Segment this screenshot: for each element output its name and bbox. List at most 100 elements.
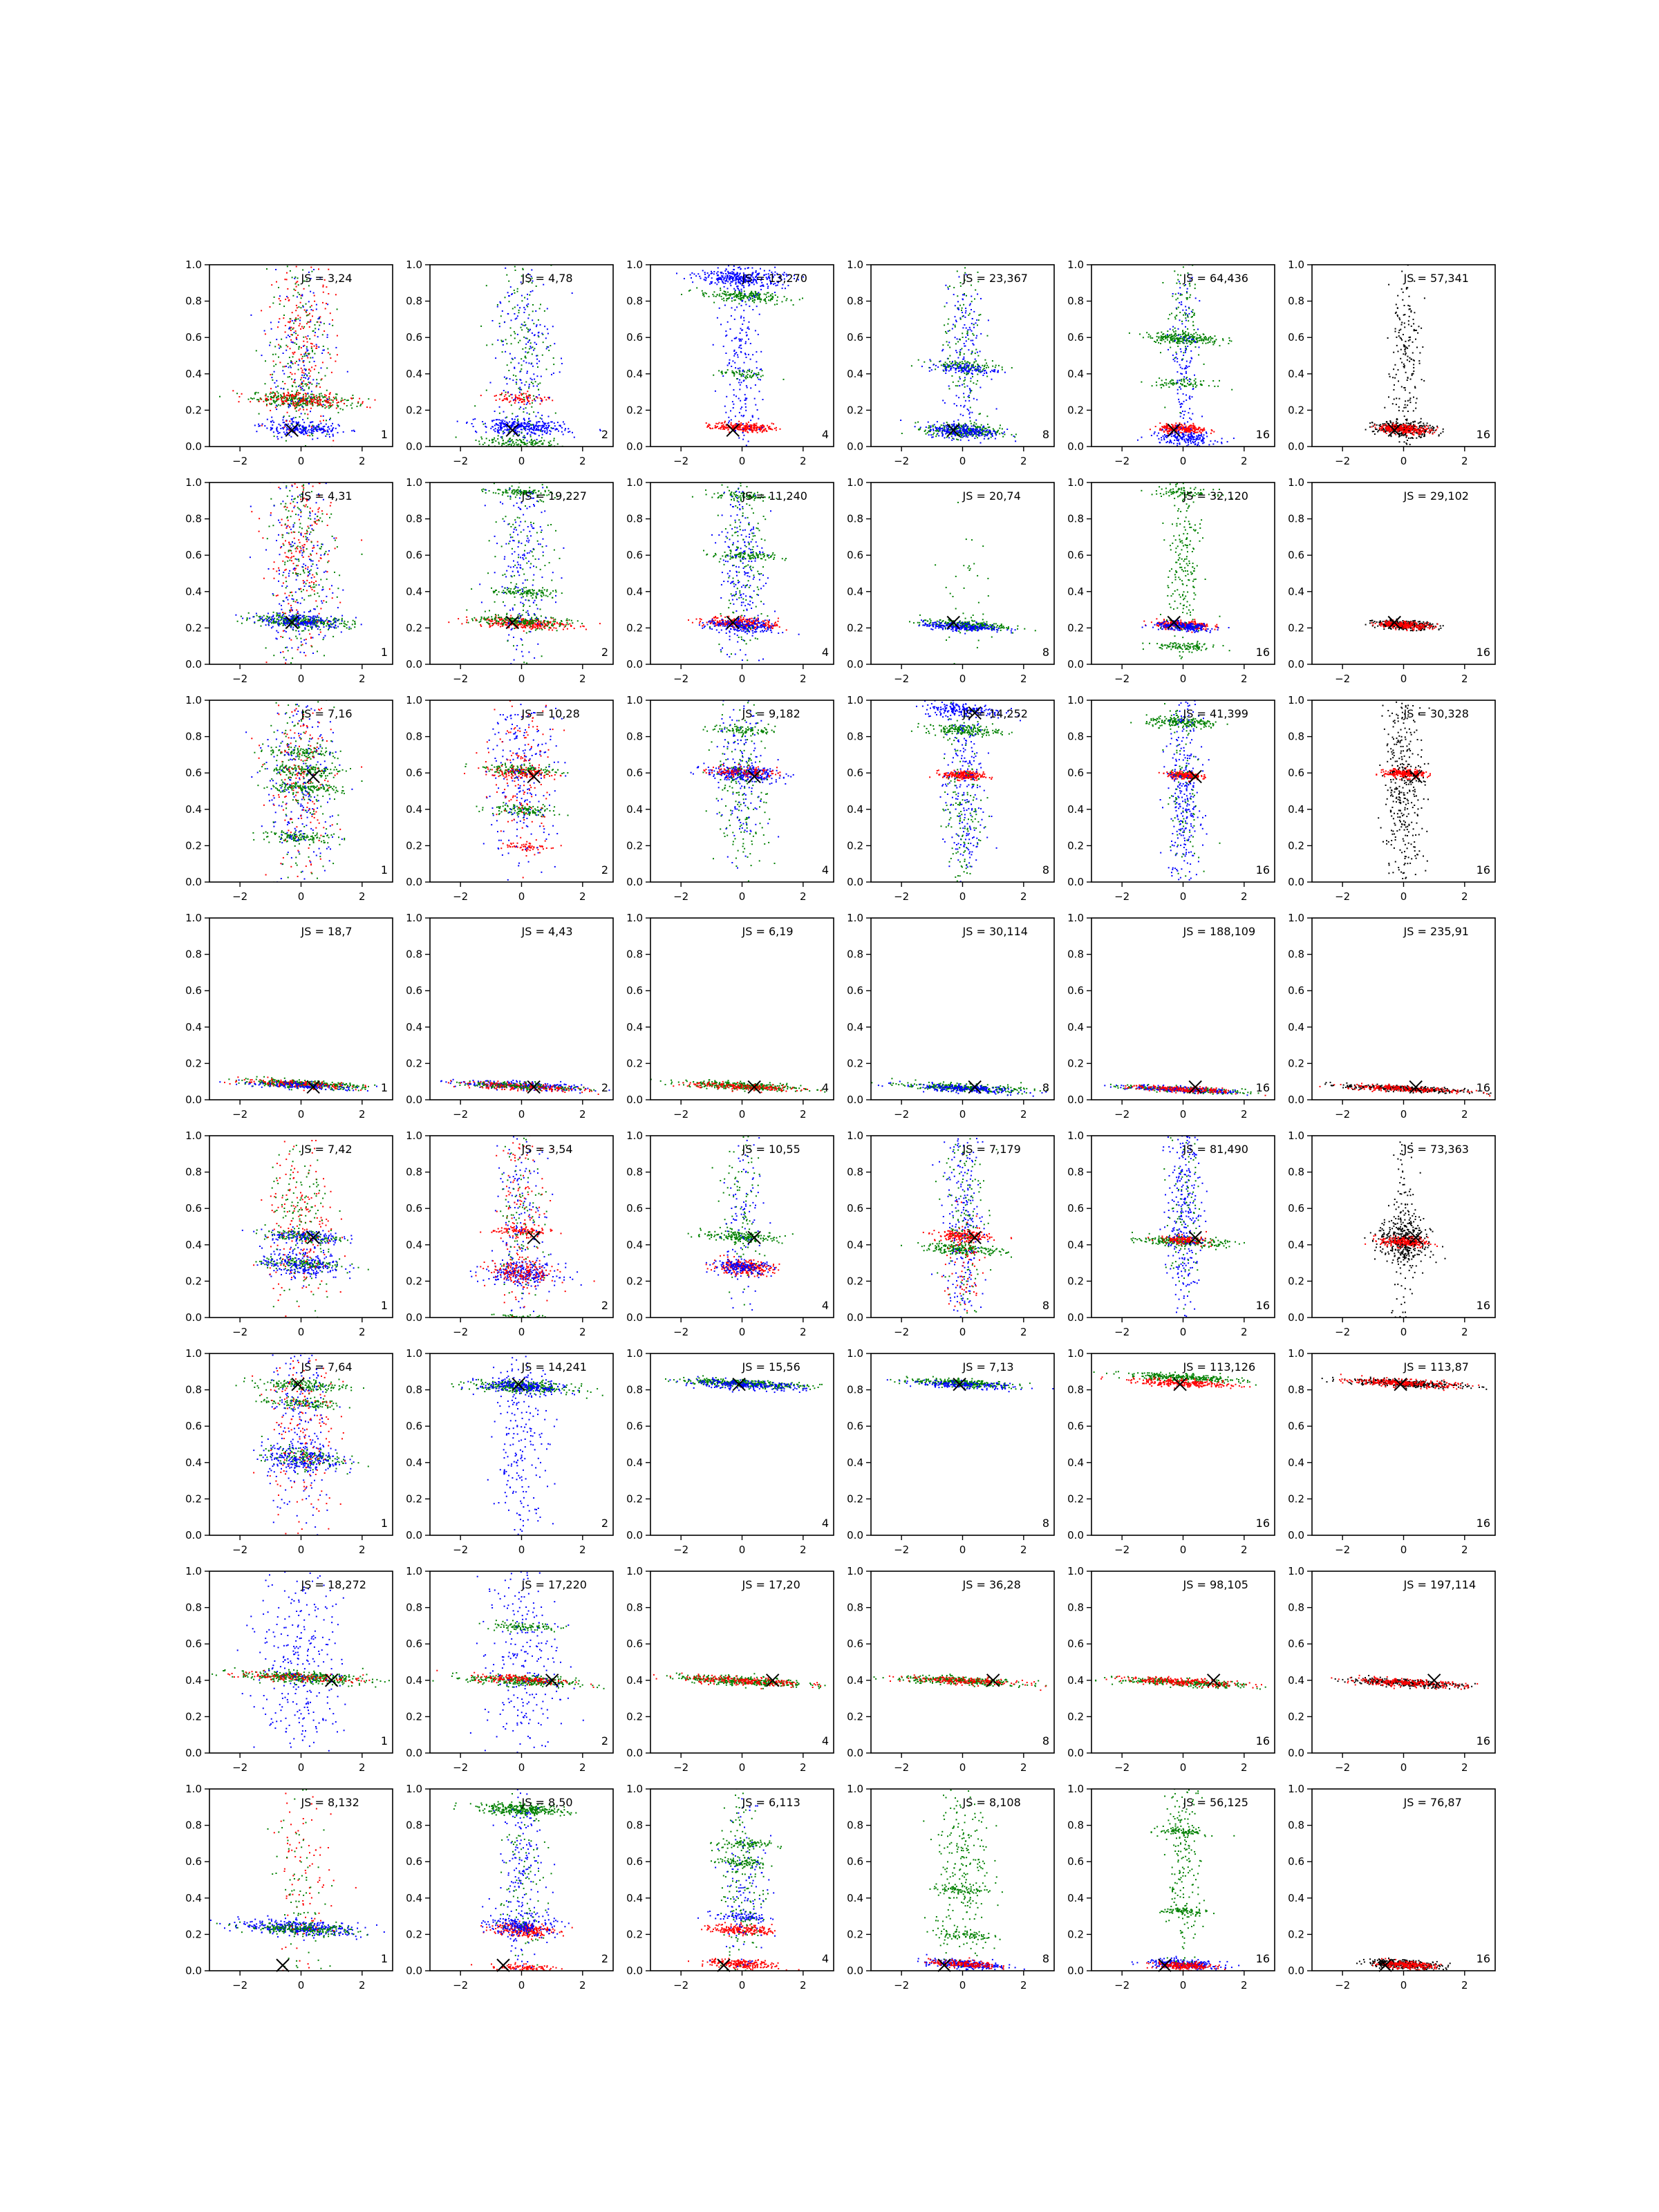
point [957,307,959,309]
point [951,362,953,364]
point [941,430,944,431]
point [718,427,720,429]
point [1197,444,1199,446]
point [306,323,308,325]
point [1188,427,1190,429]
point [287,297,289,299]
point [749,425,751,427]
point [746,397,748,400]
point [324,407,326,409]
point [731,277,733,279]
point [342,399,344,401]
point [1164,435,1166,438]
point [533,425,535,427]
point [720,276,722,279]
point [296,393,297,394]
point [944,368,946,370]
point [747,431,749,433]
point [986,487,987,488]
point [533,398,535,400]
point [977,433,979,435]
point [297,402,299,404]
point [1156,435,1159,437]
point [962,433,964,435]
point [743,290,745,292]
point [970,422,972,424]
point [939,426,941,428]
point [1167,435,1169,438]
point [314,335,316,337]
point [766,452,767,453]
point [279,295,281,297]
point [704,276,706,279]
point [513,444,515,447]
point [1165,382,1168,384]
point [946,427,948,429]
point [1215,339,1217,341]
point [532,429,534,431]
point [550,421,552,423]
point [299,359,301,362]
point [785,299,787,301]
point [293,332,295,334]
point [335,294,337,296]
point [482,423,485,425]
point [527,328,529,330]
point [947,254,948,256]
point [504,429,506,431]
point [518,424,520,427]
point [739,487,740,489]
point [961,368,963,370]
point [969,406,971,409]
point [985,430,987,431]
point [1171,383,1173,385]
point [255,391,257,393]
point [1193,379,1195,382]
point [279,464,280,465]
point [537,366,538,368]
point [542,261,543,262]
point [720,277,722,279]
point [301,431,302,433]
point [975,428,977,430]
point [782,273,784,275]
point [316,347,318,349]
point [982,364,984,366]
point [1174,435,1177,438]
point [765,301,767,302]
point [1004,371,1006,373]
point [1213,342,1215,344]
point [292,381,294,383]
point [307,403,308,405]
point [1190,442,1192,444]
point [548,444,550,447]
point [957,295,959,297]
point [710,281,712,283]
point [500,424,502,427]
point [786,298,788,300]
point [743,362,745,364]
point [727,250,729,251]
point [740,422,742,424]
point [731,300,733,302]
point [1192,436,1194,438]
point [509,353,511,355]
point [994,432,996,434]
point [498,432,500,434]
point [498,429,500,431]
point [294,362,297,364]
point [521,400,523,402]
point [765,429,767,431]
point [278,344,280,346]
point [758,292,760,294]
point [999,427,1001,429]
point [269,344,271,346]
point [561,363,563,364]
point [957,380,959,382]
point [966,426,968,427]
point [973,397,975,400]
point [948,388,950,390]
point [315,344,317,346]
point [980,427,982,429]
point [290,334,292,336]
